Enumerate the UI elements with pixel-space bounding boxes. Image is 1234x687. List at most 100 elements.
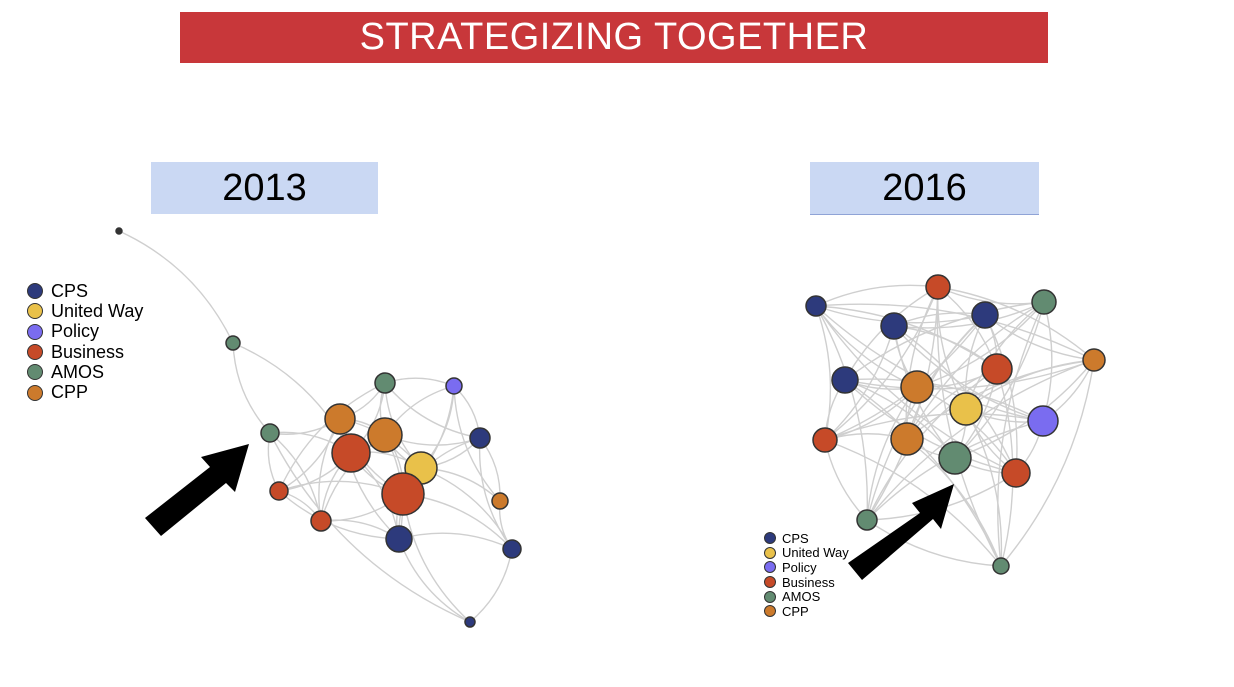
legend-swatch-icon <box>27 344 43 361</box>
network-node <box>949 392 983 426</box>
network-edge <box>893 325 1044 422</box>
network-edge <box>984 314 1018 474</box>
legend-item: AMOS <box>27 362 143 382</box>
legend-item: CPP <box>27 382 143 402</box>
legend-item: United Way <box>27 301 143 321</box>
network-node <box>469 427 491 449</box>
network-node <box>1082 348 1106 372</box>
network-edge <box>824 325 895 441</box>
network-edge <box>269 432 322 522</box>
legend-swatch-icon <box>764 590 776 603</box>
legend-item: United Way <box>764 545 849 561</box>
legend-item: Business <box>27 342 143 362</box>
network-edge <box>916 301 1045 388</box>
network-node <box>385 525 413 553</box>
network-node <box>1027 405 1059 437</box>
legend-label: AMOS <box>51 361 105 382</box>
network-node <box>938 441 972 475</box>
network-node <box>1031 289 1057 315</box>
network-edge <box>893 301 1045 329</box>
network-node <box>464 616 476 628</box>
legend-swatch-icon <box>764 561 776 574</box>
legend-item: AMOS <box>764 589 849 604</box>
network-2016-nodes <box>805 274 1106 575</box>
network-edge <box>866 314 986 521</box>
network-edge <box>278 490 400 540</box>
legend-label: CPS <box>51 280 89 301</box>
network-node <box>331 433 371 473</box>
network-edge <box>866 286 939 521</box>
legend-label: AMOS <box>782 589 821 605</box>
legend-label: CPP <box>51 382 89 403</box>
network-edge <box>278 382 386 492</box>
legend-swatch-icon <box>27 384 43 401</box>
legend-item: Policy <box>764 560 849 575</box>
arrow-2013 <box>145 444 249 536</box>
network-edge <box>824 439 868 521</box>
network-node <box>805 295 827 317</box>
network-edge <box>815 305 832 441</box>
network-edge <box>824 286 939 441</box>
network-node <box>900 370 934 404</box>
network-edge <box>453 385 501 502</box>
legend-item: Policy <box>27 321 143 342</box>
network-node <box>971 301 999 329</box>
network-node <box>1001 458 1031 488</box>
network-node <box>445 377 463 395</box>
network-edge <box>937 286 1095 361</box>
legend-label: CPP <box>782 603 809 619</box>
legend-label: Policy <box>51 321 100 342</box>
network-edge <box>824 439 1002 567</box>
network-edge <box>997 301 1045 567</box>
network-edge <box>815 305 1017 474</box>
legend-label: United Way <box>51 300 144 321</box>
network-node <box>310 510 332 532</box>
legend-swatch-icon <box>764 532 776 545</box>
network-node <box>992 557 1010 575</box>
network-node <box>880 312 908 340</box>
network-edge <box>866 386 918 521</box>
legend-swatch-icon <box>27 283 43 300</box>
legend-label: United Way <box>782 545 849 561</box>
network-node <box>381 472 425 516</box>
network-edge <box>866 519 1002 567</box>
network-edge <box>815 305 998 370</box>
legend-2013: CPS United Way Policy Business AMOS CPP <box>27 281 143 403</box>
network-node <box>367 417 403 453</box>
legend-swatch-icon <box>27 303 43 320</box>
network-edge <box>269 432 471 623</box>
network-node <box>260 423 280 443</box>
legend-swatch-icon <box>764 546 776 559</box>
network-node <box>812 427 838 453</box>
legend-2016: CPS United Way Policy Business AMOS CPP <box>764 531 849 619</box>
network-node <box>925 274 951 300</box>
legend-item: CPS <box>27 281 143 301</box>
network-edge <box>1000 359 1095 567</box>
legend-swatch-icon <box>764 576 776 589</box>
network-node <box>324 403 356 435</box>
network-edge <box>384 382 481 439</box>
network-edge <box>844 379 1017 474</box>
legend-swatch-icon <box>27 323 43 340</box>
network-edge <box>398 532 513 550</box>
network-edge <box>815 284 939 307</box>
legend-label: CPS <box>782 530 809 546</box>
network-edge <box>906 438 1002 567</box>
network-edge <box>815 305 869 521</box>
network-edge <box>232 342 271 434</box>
arrow-2016 <box>848 484 954 580</box>
network-edge <box>906 301 1045 440</box>
legend-label: Business <box>51 341 125 362</box>
year-label-2013: 2013 <box>151 162 378 214</box>
network-2013-nodes <box>115 227 522 628</box>
network-edge <box>478 437 513 550</box>
network-node <box>225 335 241 351</box>
legend-item: CPS <box>764 531 849 546</box>
network-edge <box>824 413 1044 441</box>
network-2013-edges <box>118 230 513 623</box>
network-node <box>981 353 1013 385</box>
legend-label: Policy <box>782 559 817 575</box>
legend-item: Business <box>764 575 849 590</box>
legend-item: CPP <box>764 604 849 619</box>
